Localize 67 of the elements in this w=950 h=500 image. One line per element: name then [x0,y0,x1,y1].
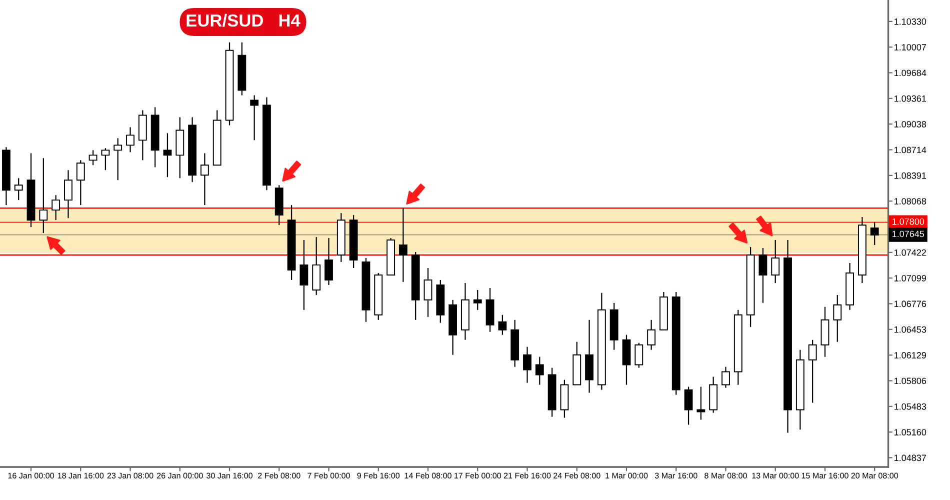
candlestick [424,267,432,318]
candlestick [126,126,134,153]
candlestick [250,94,259,141]
y-tick-label: 1.08391 [894,172,926,179]
x-tick-label: 17 Feb 00:00 [454,472,502,478]
x-tick-label: 9 Feb 16:00 [357,472,400,478]
y-tick-label: 1.05160 [894,429,926,436]
x-tick-label: 7 Feb 00:00 [308,472,350,478]
x-tick-label: 20 Mar 08:00 [851,472,898,478]
candlestick [300,239,308,310]
y-tick-label: 1.06453 [894,326,926,333]
candlestick [684,386,693,426]
x-tick-label: 30 Jan 16:00 [206,472,252,478]
x-tick-label: 26 Jan 00:00 [157,472,203,478]
candlestick [870,222,879,246]
candlestick [200,152,209,206]
candlestick [14,178,23,201]
y-tick-label: 1.06129 [894,352,926,358]
y-tick-label: 1.10007 [894,44,926,50]
candlestick [758,247,768,304]
x-tick-label: 13 Mar 00:00 [752,472,799,478]
text: EUR/SUD H4 [186,14,300,27]
candlestick [498,314,507,336]
ref-line-label: 1.07645 [892,230,924,238]
x-tick-label: 3 Mar 16:00 [654,472,698,478]
x-tick-label: 2 Feb 08:00 [258,472,300,478]
candlestick [647,319,656,350]
y-tick-label: 1.09684 [894,70,926,76]
candlestick [76,160,85,206]
candlestick [39,158,48,234]
y-tick-label: 1.09038 [894,121,926,128]
x-tick-label: 24 Feb 08:00 [554,472,600,478]
y-tick-label: 1.05806 [894,378,926,384]
y-tick-label: 1.06776 [894,300,926,308]
x-tick-label: 18 Jan 16:00 [58,472,104,478]
candlestick [88,150,98,166]
y-tick-label: 1.07422 [894,249,926,256]
candlestick [634,342,644,368]
ref-line-label: 1.07800 [892,218,924,225]
x-tick-label: 8 Mar 08:00 [704,472,747,478]
y-tick-label: 1.07099 [894,275,926,282]
candlestick [771,239,780,284]
x-tick-label: 1 Mar 00:00 [606,472,648,478]
y-tick-label: 1.09361 [894,95,926,102]
candlestick [163,132,172,178]
candlestick [535,356,544,386]
candlestick [808,339,817,404]
candlestick [833,294,842,342]
y-tick-label: 1.05483 [894,403,926,410]
candlestick [114,138,122,181]
candlestick [52,194,60,221]
candlestick [398,208,408,282]
candlestick [722,366,730,388]
y-tick-label: 1.08714 [894,146,926,154]
candlestick [101,148,110,171]
candlestick [324,237,333,286]
candlestick [523,346,532,384]
candlestick [64,170,72,219]
x-tick-label: 16 Jan 00:00 [8,472,54,478]
y-tick-label: 1.10330 [894,18,926,25]
x-tick-label: 23 Jan 08:00 [107,472,154,478]
x-tick-label: 21 Feb 16:00 [504,472,551,478]
y-tick-label: 1.04837 [894,454,926,462]
x-tick-label: 15 Mar 16:00 [802,472,848,478]
candlestick [473,289,482,310]
x-tick-label: 14 Feb 08:00 [404,472,452,478]
y-tick-label: 1.08068 [894,198,926,204]
